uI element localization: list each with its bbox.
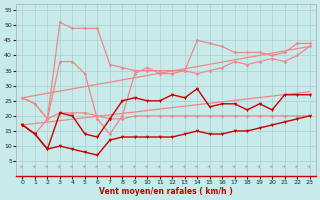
X-axis label: Vent moyen/en rafales ( km/h ): Vent moyen/en rafales ( km/h ) <box>99 187 233 196</box>
